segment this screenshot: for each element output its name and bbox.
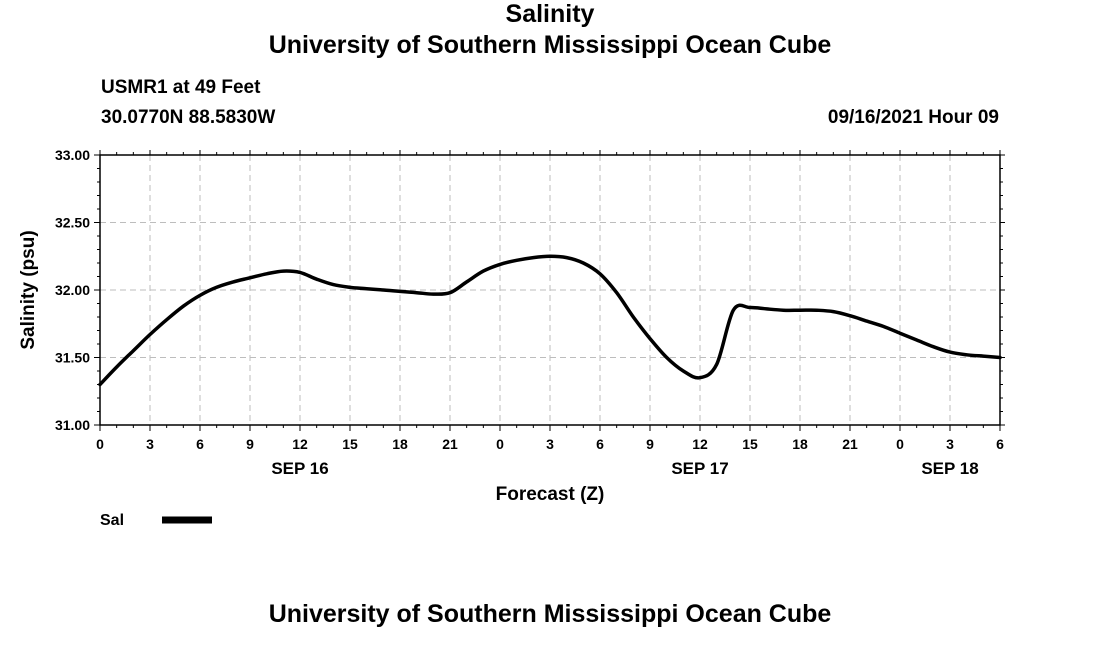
x-tick-label: 0 (496, 436, 504, 452)
chart-title: Salinity (505, 0, 595, 28)
y-tick-label: 32.50 (55, 215, 90, 231)
x-tick-label: 6 (996, 436, 1004, 452)
date-label: SEP 18 (921, 459, 978, 478)
x-tick-label: 15 (742, 436, 758, 452)
x-tick-label: 12 (292, 436, 308, 452)
station-coordinates: 30.0770N 88.5830W (101, 107, 276, 128)
y-tick-label: 31.50 (55, 350, 90, 366)
y-axis-label: Salinity (psu) (18, 230, 39, 349)
x-tick-label: 0 (96, 436, 104, 452)
date-label: SEP 17 (671, 459, 728, 478)
x-tick-label: 3 (946, 436, 954, 452)
date-label: SEP 16 (271, 459, 328, 478)
bottom-title: University of Southern Mississippi Ocean… (268, 600, 832, 628)
x-tick-label: 21 (842, 436, 858, 452)
legend-label: Sal (100, 512, 124, 529)
x-tick-label: 9 (246, 436, 254, 452)
x-tick-labels: 0 3 6 9 12 15 18 21 0 3 6 9 12 15 18 21 0 3 6 (96, 436, 1004, 452)
x-tick-label: 18 (792, 436, 808, 452)
forecast-date: 09/16/2021 Hour 09 (827, 107, 999, 128)
x-axis-label: Forecast (Z) (496, 484, 605, 505)
x-tick-label: 18 (392, 436, 408, 452)
x-tick-label: 15 (342, 436, 358, 452)
x-tick-label: 3 (546, 436, 554, 452)
date-labels: SEP 16 SEP 17 SEP 18 (271, 459, 978, 478)
plot-frame (99, 154, 1001, 426)
top-title: University of Southern Mississippi Ocean… (268, 31, 832, 59)
x-tick-label: 6 (196, 436, 204, 452)
y-tick-label: 32.00 (55, 282, 90, 298)
x-tick-label: 9 (646, 436, 654, 452)
station-label: USMR1 at 49 Feet (101, 77, 261, 98)
grid-lines (100, 155, 1000, 425)
x-tick-label: 0 (896, 436, 904, 452)
x-tick-label: 12 (692, 436, 708, 452)
y-tick-label: 31.00 (55, 417, 90, 433)
salinity-series-line (98, 254, 1002, 387)
x-tick-label: 6 (596, 436, 604, 452)
y-tick-labels: 31.00 31.50 32.00 32.50 33.00 (55, 147, 90, 433)
y-tick-label: 33.00 (55, 147, 90, 163)
x-tick-label: 21 (442, 436, 458, 452)
x-tick-label: 3 (146, 436, 154, 452)
